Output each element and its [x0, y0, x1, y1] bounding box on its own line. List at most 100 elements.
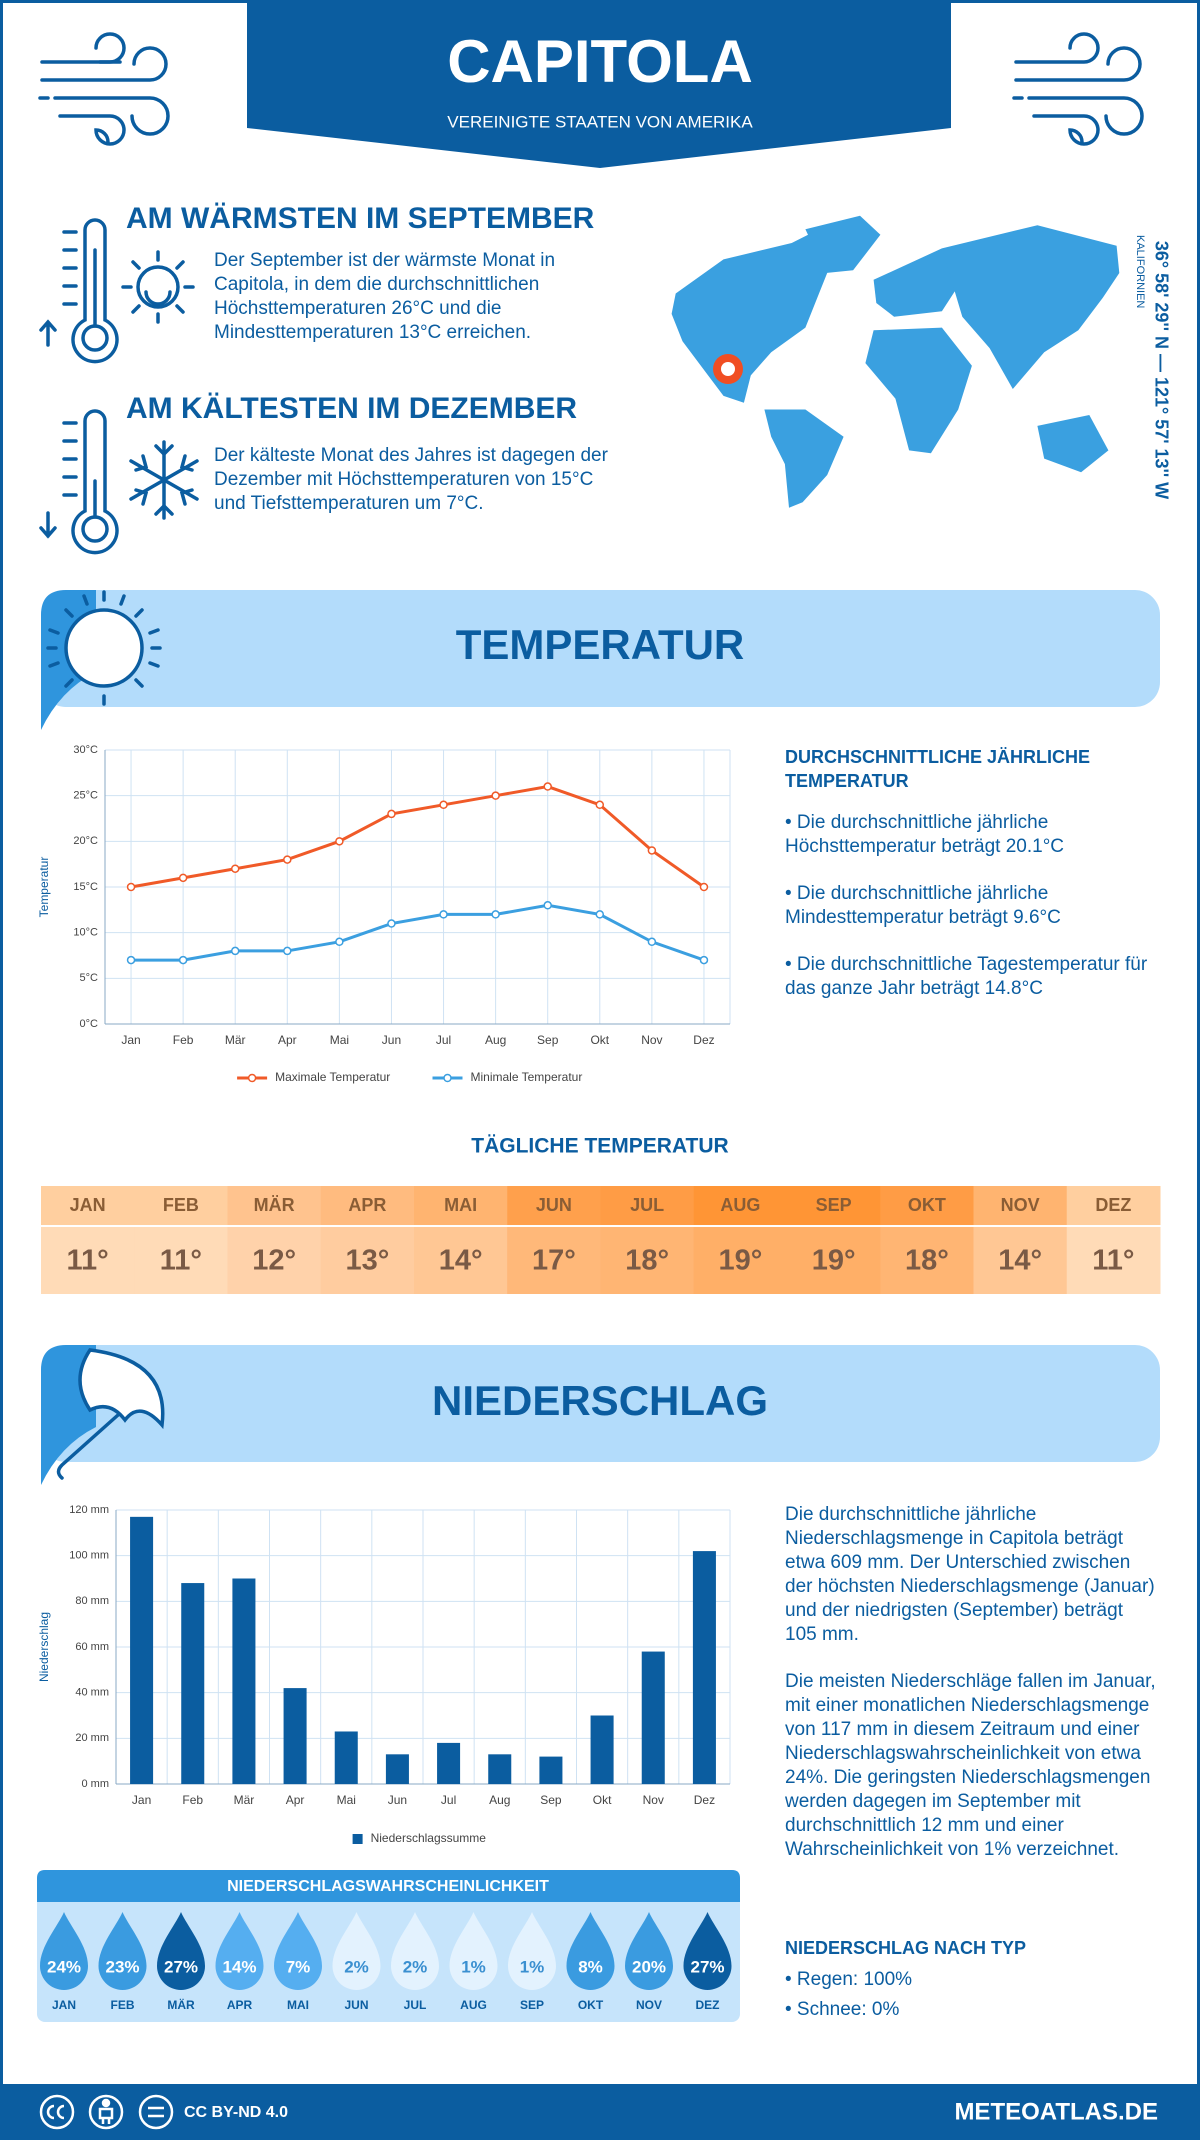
data-point [283, 946, 292, 956]
month-label: DEZ [1095, 1195, 1131, 1215]
month-label: JUL [630, 1195, 664, 1215]
table-value-tint [787, 1227, 881, 1294]
probability-drop [215, 1912, 264, 1991]
table-header-cell [507, 1186, 601, 1225]
precipitation-title: NIEDERSCHLAG [432, 1377, 768, 1424]
probability-drop [508, 1912, 556, 1990]
table-value-cell [507, 1227, 601, 1294]
table-value-tint [414, 1227, 508, 1294]
x-tick-label: Dez [694, 1793, 715, 1807]
y-tick-label: 20 mm [75, 1732, 109, 1744]
sun-icon [46, 590, 162, 706]
x-tick-label: Okt [590, 1033, 609, 1047]
month-label: JUN [536, 1195, 572, 1215]
x-tick-label: Mai [337, 1793, 356, 1807]
data-point [543, 901, 552, 910]
data-point [491, 791, 500, 800]
data-point [283, 855, 292, 864]
y-tick-label: 80 mm [75, 1595, 109, 1607]
probability-value: 7% [286, 1957, 311, 1976]
daily-temperature-value: 18° [905, 1245, 949, 1277]
table-header-cell [880, 1186, 974, 1225]
probability-value: 1% [520, 1957, 545, 1976]
probability-value: 20% [632, 1957, 666, 1976]
license-icons [39, 2094, 174, 2130]
temperature-bullet: • Die durchschnittliche jährliche Mindes… [785, 883, 1061, 928]
x-tick-label: Jan [121, 1033, 140, 1047]
table-header-cell [693, 1186, 788, 1225]
probability-month: OKT [578, 1998, 604, 2012]
table-value-cell [1066, 1227, 1161, 1294]
bar [181, 1583, 205, 1784]
table-header-cell [414, 1186, 508, 1225]
month-label: MÄR [254, 1195, 295, 1215]
temperature-summary-title: DURCHSCHNITTLICHE JÄHRLICHE TEMPERATUR [785, 747, 1090, 791]
bar [488, 1754, 512, 1784]
probability-drop [683, 1912, 732, 1991]
legend-point [443, 1073, 452, 1083]
world-map [671, 215, 1120, 508]
type-title: NIEDERSCHLAG NACH TYP [785, 1938, 1027, 1958]
y-tick-label: 40 mm [75, 1687, 109, 1699]
data-point [439, 800, 448, 810]
probability-value: 27% [164, 1957, 198, 1976]
table-value-tint [320, 1227, 415, 1294]
probability-value: 2% [403, 1957, 428, 1976]
probability-header [37, 1870, 740, 1902]
data-point [387, 809, 396, 819]
x-tick-label: Sep [540, 1793, 562, 1807]
table-value-tint [507, 1227, 601, 1294]
snowflake-icon [129, 440, 199, 520]
probability-month: MÄR [167, 1997, 195, 2012]
month-label: NOV [1001, 1195, 1040, 1215]
y-tick-label: 10°C [73, 927, 98, 939]
coldest-title: AM KÄLTESTEN IM DEZEMBER [126, 392, 577, 425]
month-label: OKT [908, 1195, 946, 1215]
data-line [130, 784, 705, 889]
data-point [647, 937, 657, 947]
data-point [230, 864, 240, 873]
x-tick-label: Jun [382, 1033, 401, 1047]
y-tick-label: 100 mm [69, 1550, 109, 1562]
month-label: AUG [720, 1195, 760, 1215]
data-point [543, 782, 552, 791]
x-tick-label: Mär [234, 1793, 255, 1807]
precipitation-banner [41, 1345, 1160, 1462]
x-tick-label: Okt [593, 1793, 612, 1807]
probability-drop [625, 1912, 673, 1990]
month-label: APR [348, 1195, 386, 1215]
x-tick-label: Feb [173, 1033, 194, 1047]
data-point [699, 882, 709, 892]
sun-icon [121, 250, 195, 324]
table-value-tint [41, 1227, 135, 1294]
table-value-cell [600, 1227, 695, 1294]
table-header-cell [600, 1186, 695, 1225]
umbrella-icon [56, 1348, 165, 1480]
table-value-tint [1066, 1227, 1161, 1294]
precipitation-type: • Regen: 100% [785, 1969, 913, 1990]
bar [130, 1516, 154, 1784]
warmest-text: Der September ist der wärmste Monat in C… [214, 250, 556, 343]
y-tick-label: 20°C [73, 835, 98, 847]
x-tick-label: Feb [182, 1793, 203, 1807]
data-point [126, 955, 136, 965]
thermometer-icon [39, 218, 119, 364]
continent [941, 225, 1120, 389]
continent [865, 327, 972, 454]
table-header-cell [787, 1186, 881, 1225]
probability-month: FEB [111, 1998, 135, 2012]
daily-temperature-title: TÄGLICHE TEMPERATUR [471, 1135, 728, 1158]
y-tick-label: 15°C [73, 881, 98, 893]
data-point [439, 910, 448, 919]
header-banner [247, 0, 951, 168]
y-tick-label: 5°C [80, 972, 99, 984]
y-tick-label: 25°C [73, 790, 98, 802]
daily-temperature-value: 18° [625, 1245, 669, 1277]
probability-value: 14% [222, 1957, 256, 1976]
x-tick-label: Jul [436, 1033, 451, 1047]
data-point [178, 873, 188, 883]
data-line [131, 903, 705, 962]
precipitation-paragraph: Die durchschnittliche jährliche Niedersc… [785, 1504, 1155, 1645]
probability-month: MAI [287, 1998, 309, 2012]
